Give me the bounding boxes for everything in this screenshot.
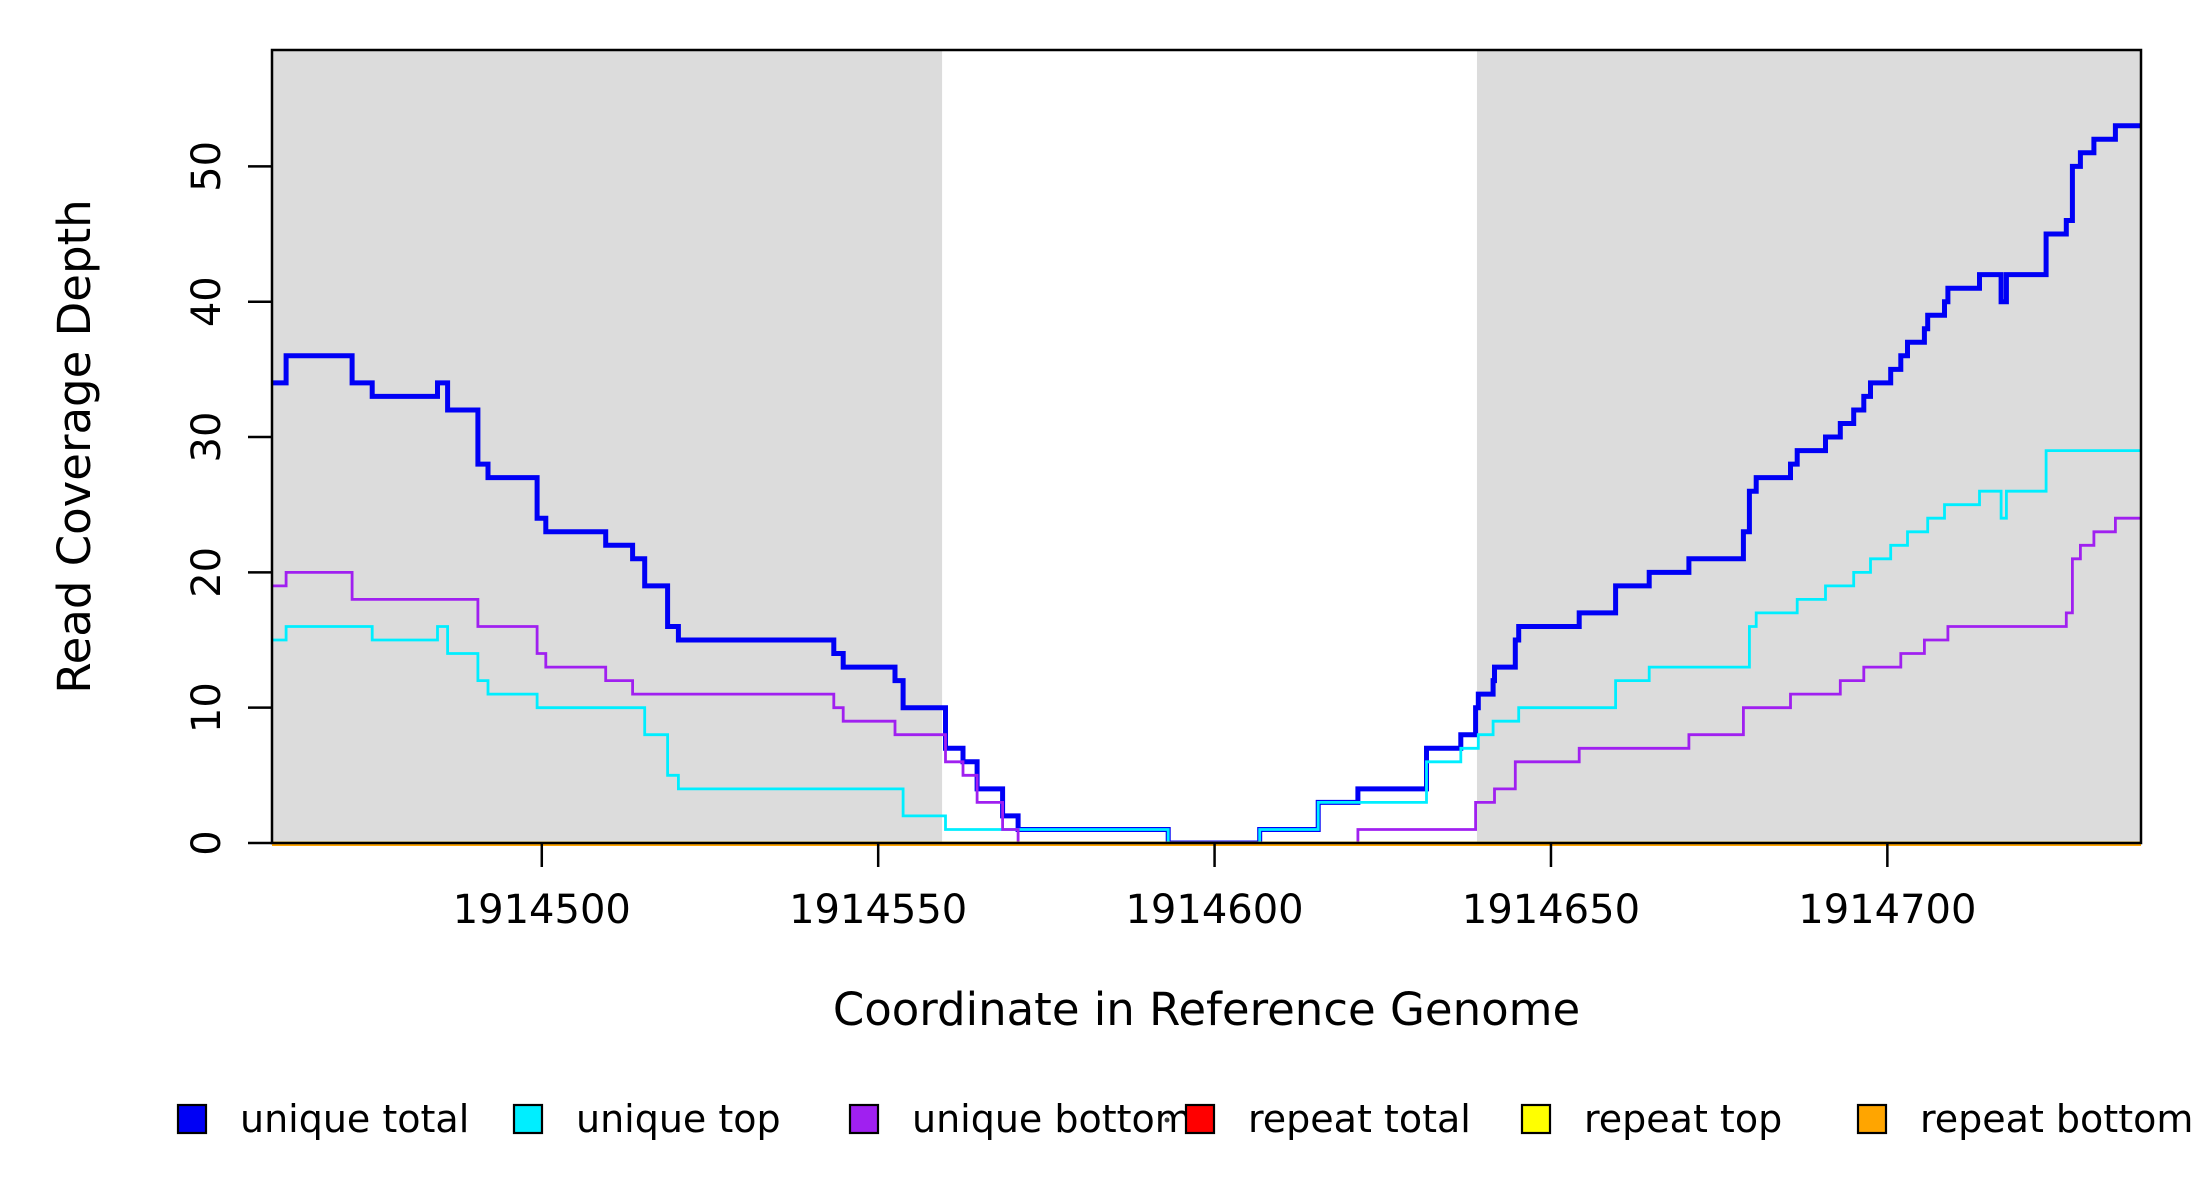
plot-box (270, 48, 2143, 845)
legend-swatch (176, 1103, 208, 1135)
x-tick-label: 1914700 (1798, 887, 1976, 933)
series-line-unique-bottom (272, 516, 2141, 845)
legend-swatch (512, 1103, 544, 1135)
legend-label: unique top (576, 1097, 781, 1141)
legend-label: repeat bottom (1920, 1097, 2193, 1141)
shaded-region (272, 50, 943, 843)
x-tick-label: 1914500 (453, 887, 631, 933)
y-tick-label: 10 (184, 682, 230, 733)
legend-swatch (1184, 1103, 1216, 1135)
series-line-unique-total (272, 123, 2141, 846)
shaded-region (1476, 50, 2141, 843)
legend-swatch (1856, 1103, 1888, 1135)
legend-label: repeat top (1584, 1097, 1782, 1141)
legend-item-repeat-total: repeat total (1184, 1097, 1471, 1141)
legend-label: repeat total (1248, 1097, 1471, 1141)
legend-item-unique-top: unique top (512, 1097, 781, 1141)
y-axis-title: Read Coverage Depth (48, 199, 101, 693)
x-tick-label: 1914600 (1125, 887, 1303, 933)
x-axis-title: Coordinate in Reference Genome (833, 983, 1580, 1036)
x-tick-label: 1914650 (1462, 887, 1640, 933)
y-axis-ticks: 0 10 20 30 40 50 (184, 141, 272, 856)
legend-swatch (848, 1103, 880, 1135)
y-tick-label: 0 (184, 830, 230, 855)
legend-swatch (1520, 1103, 1552, 1135)
legend: unique total unique top unique bottom repea… (176, 1097, 2193, 1141)
y-tick-label: 40 (184, 276, 230, 327)
stray-dot-artifact (1164, 1117, 1170, 1123)
shaded-regions (272, 50, 2141, 843)
legend-label: unique total (240, 1097, 469, 1141)
legend-label: unique bottom (912, 1097, 1192, 1141)
y-tick-label: 20 (184, 547, 230, 598)
series-line-unique-top (272, 449, 2141, 845)
legend-item-repeat-top: repeat top (1520, 1097, 1782, 1141)
legend-item-unique-bottom: unique bottom (848, 1097, 1192, 1141)
legend-item-repeat-bottom: repeat bottom (1856, 1097, 2193, 1141)
y-tick-label: 30 (184, 412, 230, 463)
x-axis-ticks: 1914500 1914550 1914600 1914650 1914700 (453, 843, 1976, 933)
y-tick-label: 50 (184, 141, 230, 192)
x-tick-label: 1914550 (789, 887, 967, 933)
legend-item-unique-total: unique total (176, 1097, 469, 1141)
